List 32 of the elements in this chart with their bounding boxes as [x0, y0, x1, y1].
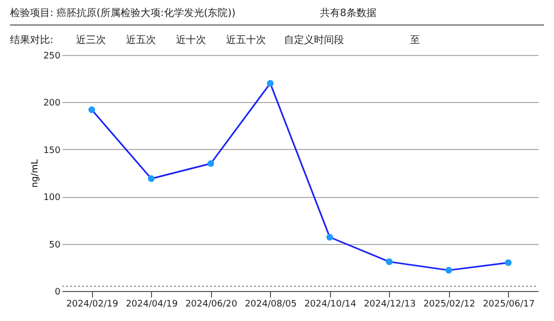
point — [266, 80, 274, 87]
x-tick-label: 2024/06/20 — [185, 300, 238, 310]
text: 近五次 — [126, 34, 156, 46]
text: 近五十次 — [226, 34, 266, 46]
y-tick-label: 200 — [43, 98, 61, 109]
x-tick-label: 2025/06/17 — [482, 300, 535, 310]
y-tick-label: 150 — [43, 146, 61, 156]
point — [326, 234, 334, 241]
point — [386, 258, 393, 266]
text: 自定义时间段 — [284, 34, 344, 46]
point — [445, 266, 452, 274]
text: 近十次 — [176, 34, 206, 46]
y-tick-label: 50 — [49, 240, 61, 250]
point — [148, 175, 155, 182]
chart-title: 检验项目: 癌胚抗原(所属检验大项:化学发光(东院)) — [10, 7, 236, 19]
point — [504, 259, 512, 266]
chart-subtitle: 共有8条数据 — [320, 7, 376, 19]
y-tick-label: 0 — [54, 288, 61, 298]
text: 结果对比: — [10, 34, 54, 46]
x-tick-label: 2024/02/19 — [66, 300, 118, 310]
x-tick-label: 2024/04/19 — [126, 300, 178, 310]
x-tick-label: 2024/10/14 — [304, 300, 356, 310]
point — [207, 160, 214, 167]
x-tick-label: 2025/02/12 — [423, 300, 476, 310]
y-axis-title: ng/mL — [30, 159, 40, 188]
x-tick-label: 2024/08/05 — [244, 300, 297, 310]
text: 近三次 — [76, 34, 106, 46]
x-tick-label: 2024/12/13 — [364, 300, 416, 310]
point — [88, 106, 96, 114]
y-tick-label: 100 — [43, 193, 61, 204]
y-tick-label: 250 — [43, 52, 61, 62]
text: 至 — [410, 35, 420, 46]
